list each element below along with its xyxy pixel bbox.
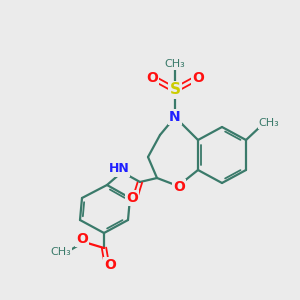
Text: O: O	[104, 258, 116, 272]
Text: O: O	[173, 180, 185, 194]
Text: N: N	[169, 110, 181, 124]
Text: CH₃: CH₃	[165, 59, 185, 69]
Text: O: O	[192, 71, 204, 85]
Text: O: O	[146, 71, 158, 85]
Text: HN: HN	[109, 163, 129, 176]
Text: S: S	[169, 82, 181, 98]
Text: O: O	[76, 232, 88, 246]
Text: CH₃: CH₃	[259, 118, 279, 128]
Text: CH₃: CH₃	[51, 247, 71, 257]
Text: O: O	[126, 191, 138, 205]
